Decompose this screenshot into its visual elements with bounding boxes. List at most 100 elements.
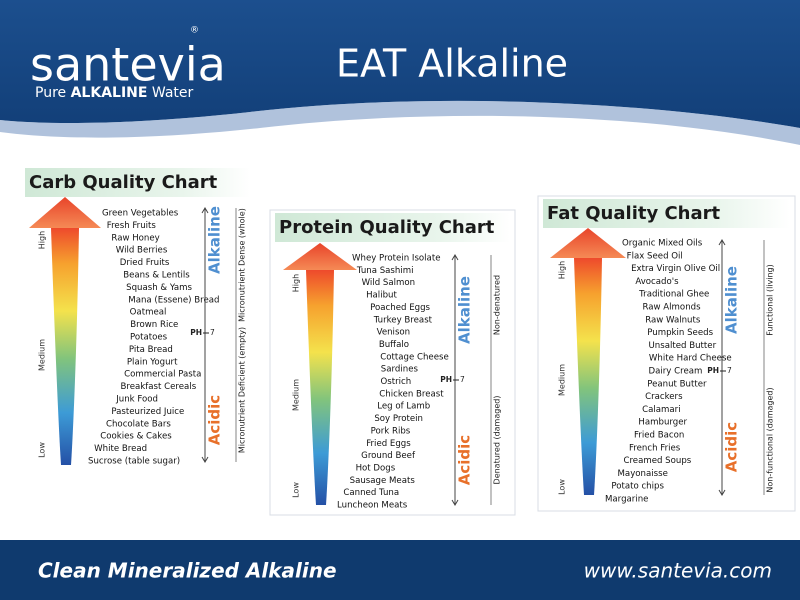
quality-descriptor: Functional (living)	[766, 264, 775, 336]
quality-chart: Fat Quality Chart High Medium Low Organic Mi…	[537, 195, 796, 512]
quality-level: Medium	[38, 339, 47, 371]
panel-title: Fat Quality Chart	[547, 203, 721, 224]
footer-url: www.santevia.com	[584, 559, 772, 583]
food-item: Avocado's	[635, 277, 679, 287]
food-item: Fried Eggs	[366, 439, 411, 449]
food-item: Pasteurized Juice	[111, 407, 184, 417]
food-item: Halibut	[366, 291, 397, 301]
food-item: Brown Rice	[130, 320, 178, 330]
quality-arrow-shaft	[574, 258, 602, 495]
quality-level: High	[558, 261, 567, 279]
food-item: Pork Ribs	[371, 426, 411, 436]
food-item: Luncheon Meats	[337, 501, 408, 511]
food-item: Sucrose (table sugar)	[88, 457, 180, 467]
food-item: Unsalted Butter	[648, 341, 716, 351]
registered-mark: ®	[190, 26, 199, 36]
food-item: Canned Tuna	[343, 488, 399, 498]
quality-chart: Carb Quality Chart High Medium Low Green Veg…	[25, 168, 250, 467]
header-wave	[0, 100, 800, 145]
food-item: Chicken Breast	[379, 389, 444, 399]
food-item: Junk Food	[115, 395, 158, 405]
food-item: Cookies & Cakes	[100, 432, 172, 442]
title-bar	[543, 199, 790, 228]
quality-chart: Protein Quality Chart High Medium Low Whey P…	[269, 209, 516, 516]
food-item: Raw Walnuts	[645, 315, 701, 325]
food-item: Creamed Soups	[623, 456, 691, 466]
food-item: Sardines	[381, 365, 419, 375]
food-item: Ground Beef	[361, 451, 416, 461]
food-item: Flax Seed Oil	[627, 251, 683, 261]
food-item: Tuna Sashimi	[356, 266, 414, 276]
panel-title: Protein Quality Chart	[279, 217, 495, 238]
header-band	[0, 0, 800, 128]
food-item: Plain Yogurt	[127, 357, 178, 367]
food-item: Venison	[377, 328, 411, 338]
food-item: Crackers	[645, 392, 683, 402]
acidic-label: Acidic	[723, 422, 741, 472]
food-item: Traditional Ghee	[638, 290, 709, 300]
quality-descriptor: Non-denatured	[493, 275, 502, 335]
acidic-label: Acidic	[206, 395, 224, 445]
ph-value: 7	[727, 366, 732, 375]
food-item: Beans & Lentils	[123, 271, 190, 281]
alkaline-label: Alkaline	[206, 206, 224, 274]
food-item: French Fries	[629, 443, 681, 453]
quality-arrow-shaft	[306, 270, 334, 505]
food-item: Mana (Essene) Bread	[128, 295, 219, 305]
food-item: Potato chips	[611, 482, 664, 492]
tagline: Pure ALKALINE Water	[35, 85, 194, 101]
quality-level: High	[292, 274, 301, 292]
quality-arrow-shaft	[51, 228, 79, 465]
slide-title: EAT Alkaline	[336, 42, 568, 86]
quality-level: Low	[38, 442, 47, 458]
quality-descriptor: Non-functional (damaged)	[766, 387, 775, 492]
panel-title: Carb Quality Chart	[29, 172, 218, 193]
ph-scale-arrow	[201, 207, 209, 463]
food-item: White Bread	[94, 444, 147, 454]
food-item: Buffalo	[379, 340, 409, 350]
quality-descriptor: Denatured (damaged)	[493, 396, 502, 485]
ph-value: 7	[210, 328, 215, 337]
logo: santevia	[30, 38, 226, 92]
food-item: Ostrich	[381, 377, 412, 387]
quality-level: Low	[292, 482, 301, 498]
food-item: Pita Bread	[129, 345, 173, 355]
quality-level: High	[38, 231, 47, 249]
food-item: Pumpkin Seeds	[647, 328, 713, 338]
food-item: Soy Protein	[374, 414, 423, 424]
food-item: Peanut Butter	[647, 379, 707, 389]
ph-label: PH	[440, 375, 452, 384]
food-item: Commercial Pasta	[124, 370, 201, 380]
ph-scale-arrow	[718, 239, 726, 496]
food-item: Raw Almonds	[642, 303, 701, 313]
alkaline-label: Alkaline	[456, 276, 474, 344]
food-item: Chocolate Bars	[106, 419, 171, 429]
quality-level: Medium	[558, 364, 567, 396]
food-item: Margarine	[605, 495, 648, 505]
food-item: Hamburger	[638, 418, 687, 428]
alkaline-label: Alkaline	[723, 266, 741, 334]
food-item: Mayonaisse	[618, 469, 668, 479]
ph-label: PH	[707, 366, 719, 375]
food-item: Turkey Breast	[373, 315, 433, 325]
food-item: Cottage Cheese	[380, 352, 449, 362]
food-item: Wild Berries	[116, 246, 168, 256]
quality-arrow-head	[29, 197, 101, 228]
quality-descriptor: Micronutrient Deficient (empty)	[238, 327, 247, 453]
food-item: Potatoes	[130, 333, 168, 343]
food-item: Squash & Yams	[126, 283, 192, 293]
food-item: Poached Eggs	[370, 303, 430, 313]
food-item: Organic Mixed Oils	[622, 239, 703, 249]
food-item: Fresh Fruits	[107, 221, 157, 231]
food-item: Fried Bacon	[634, 431, 684, 441]
footer-slogan: Clean Mineralized Alkaline	[38, 559, 337, 583]
food-item: Oatmeal	[130, 308, 167, 318]
food-item: Dairy Cream	[649, 367, 703, 377]
quality-level: Low	[558, 479, 567, 495]
food-item: Green Vegetables	[102, 209, 179, 219]
food-item: Extra Virgin Olive Oil	[631, 264, 720, 274]
footer-band	[0, 540, 800, 600]
ph-value: 7	[460, 375, 465, 384]
food-item: Leg of Lamb	[377, 402, 430, 412]
